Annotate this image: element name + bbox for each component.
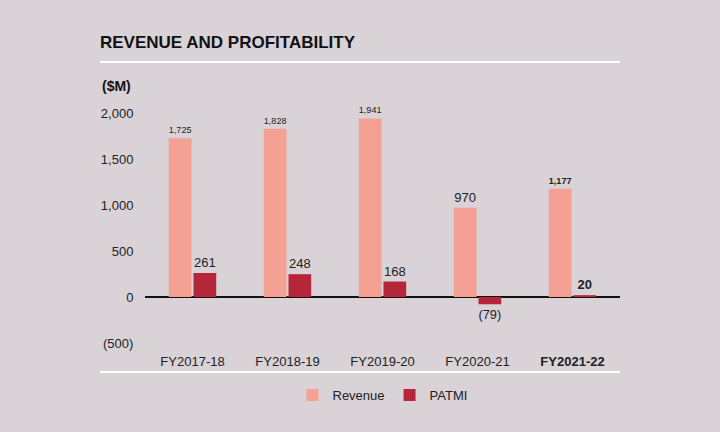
svg-text:168: 168 — [384, 264, 406, 279]
svg-text:REVENUE AND PROFITABILITY: REVENUE AND PROFITABILITY — [100, 33, 356, 52]
svg-text:248: 248 — [289, 256, 311, 271]
svg-text:1,725: 1,725 — [169, 125, 192, 135]
svg-text:1,941: 1,941 — [359, 105, 382, 115]
svg-text:FY2019-20: FY2019-20 — [350, 354, 414, 369]
svg-text:1,000: 1,000 — [101, 198, 134, 213]
svg-text:Revenue: Revenue — [333, 388, 385, 403]
svg-text:20: 20 — [578, 277, 592, 292]
svg-text:(500): (500) — [103, 336, 133, 351]
svg-text:(79): (79) — [478, 307, 501, 322]
svg-text:2,000: 2,000 — [101, 106, 134, 121]
svg-text:1,828: 1,828 — [264, 116, 287, 126]
svg-text:1,500: 1,500 — [101, 152, 134, 167]
svg-text:FY2020-21: FY2020-21 — [445, 354, 509, 369]
svg-text:FY2017-18: FY2017-18 — [160, 354, 224, 369]
svg-text:0: 0 — [126, 290, 133, 305]
svg-text:FY2018-19: FY2018-19 — [255, 354, 319, 369]
svg-text:261: 261 — [194, 255, 216, 270]
svg-text:PATMI: PATMI — [430, 388, 468, 403]
svg-text:500: 500 — [112, 244, 134, 259]
svg-text:($M): ($M) — [102, 78, 131, 94]
svg-text:970: 970 — [454, 190, 476, 205]
svg-text:1,177: 1,177 — [549, 176, 572, 186]
svg-text:FY2021-22: FY2021-22 — [540, 354, 604, 369]
